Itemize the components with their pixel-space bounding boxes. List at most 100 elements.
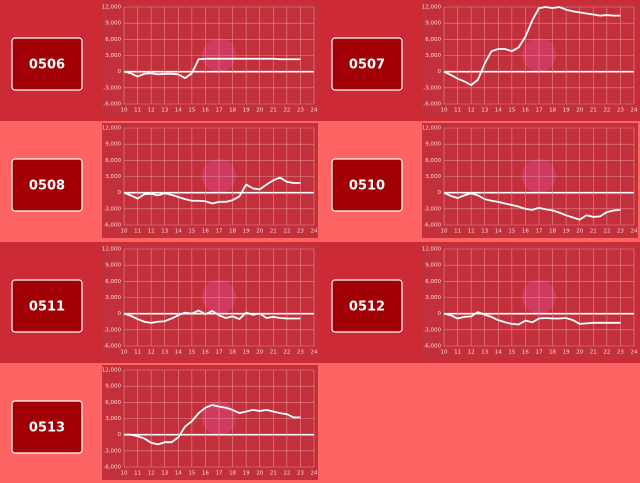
x-tick-label: 17 bbox=[536, 229, 543, 235]
x-tick-label: 11 bbox=[454, 350, 461, 356]
button[interactable] bbox=[11, 400, 83, 454]
x-tick-label: 18 bbox=[229, 350, 236, 356]
x-tick-label: 12 bbox=[468, 350, 475, 356]
x-tick-label: 19 bbox=[563, 108, 570, 114]
y-tick-label: 9,000 bbox=[105, 263, 121, 269]
button-label[interactable]: 0510 bbox=[349, 179, 385, 194]
x-tick-label: 13 bbox=[161, 108, 168, 114]
y-tick-label: 3,000 bbox=[425, 174, 441, 180]
y-tick-label: 6,000 bbox=[425, 37, 441, 43]
y-tick-label: -6,000 bbox=[103, 102, 121, 108]
x-tick-label: 16 bbox=[202, 471, 209, 477]
y-tick-label: 9,000 bbox=[425, 142, 441, 148]
x-tick-label: 21 bbox=[270, 350, 277, 356]
x-tick-label: 22 bbox=[603, 350, 610, 356]
plot-frame bbox=[422, 2, 638, 117]
x-tick-label: 24 bbox=[311, 229, 318, 235]
x-tick-label: 19 bbox=[563, 229, 570, 235]
button-label[interactable]: 0511 bbox=[29, 300, 65, 315]
x-tick-label: 18 bbox=[229, 229, 236, 235]
x-tick-label: 18 bbox=[549, 108, 556, 114]
x-tick-label: 16 bbox=[202, 229, 209, 235]
x-tick-label: 12 bbox=[148, 229, 155, 235]
x-tick-label: 10 bbox=[121, 471, 128, 477]
line bbox=[443, 191, 621, 221]
x-tick-label: 20 bbox=[576, 350, 583, 356]
y-tick-label: -6,000 bbox=[103, 465, 121, 471]
y-tick-label: 6,000 bbox=[105, 400, 121, 406]
x-tick-label: 13 bbox=[161, 229, 168, 235]
x-tick-label: 24 bbox=[311, 108, 318, 114]
x-tick-label: 11 bbox=[454, 229, 461, 235]
y-tick-label: -6,000 bbox=[103, 223, 121, 229]
x-tick-label: 23 bbox=[297, 471, 304, 477]
x-tick-label: 15 bbox=[188, 471, 195, 477]
y-tick-label: 12,000 bbox=[422, 126, 442, 132]
x-tick-label: 21 bbox=[270, 229, 277, 235]
x-tick-label: 23 bbox=[297, 350, 304, 356]
y-tick-label: 12,000 bbox=[422, 247, 442, 253]
x-tick-label: 22 bbox=[603, 229, 610, 235]
button-label[interactable]: 0512 bbox=[349, 300, 385, 315]
button-label[interactable]: 0507 bbox=[349, 58, 385, 73]
y-tick-label: 9,000 bbox=[105, 142, 121, 148]
button-label[interactable]: 0506 bbox=[29, 58, 65, 73]
y-tick-label: 12,000 bbox=[422, 5, 442, 11]
panel: 0512 12,000 9,000 6,000 3,000 0 -3,000 -6,00010… bbox=[320, 242, 640, 363]
button[interactable] bbox=[11, 158, 83, 212]
x-tick-label: 21 bbox=[270, 471, 277, 477]
y-tick-label: 6,000 bbox=[425, 279, 441, 285]
x-tick-label: 20 bbox=[576, 229, 583, 235]
button[interactable] bbox=[331, 37, 403, 91]
y-tick-label: 3,000 bbox=[105, 295, 121, 301]
x-tick-label: 11 bbox=[134, 471, 141, 477]
y-tick-label: 0 bbox=[438, 69, 442, 75]
button[interactable] bbox=[331, 279, 403, 333]
y-tick-label: 3,000 bbox=[105, 174, 121, 180]
x-tick-label: 23 bbox=[617, 108, 624, 114]
x-tick-label: 14 bbox=[175, 229, 182, 235]
x-tick-label: 13 bbox=[481, 108, 488, 114]
x-tick-label: 14 bbox=[175, 471, 182, 477]
x-tick-label: 13 bbox=[161, 471, 168, 477]
button-label[interactable]: 0508 bbox=[29, 179, 65, 194]
button[interactable] bbox=[11, 279, 83, 333]
y-tick-label: 3,000 bbox=[105, 416, 121, 422]
y-tick-label: 6,000 bbox=[425, 158, 441, 164]
x-tick-label: 17 bbox=[536, 350, 543, 356]
x-tick-label: 12 bbox=[148, 350, 155, 356]
x-tick-label: 15 bbox=[508, 108, 515, 114]
x-tick-label: 13 bbox=[481, 229, 488, 235]
x-tick-label: 12 bbox=[148, 471, 155, 477]
x-tick-label: 11 bbox=[134, 108, 141, 114]
x-tick-label: 14 bbox=[495, 108, 502, 114]
panel: 0513 12,000 9,000 6,000 3,000 0 -3,000 -6,00010… bbox=[0, 363, 320, 483]
y-tick-label: 9,000 bbox=[105, 21, 121, 27]
x-tick-label: 11 bbox=[454, 108, 461, 114]
y-tick-label: 6,000 bbox=[105, 279, 121, 285]
button-label[interactable]: 0513 bbox=[29, 421, 65, 436]
y-tick-label: 9,000 bbox=[105, 384, 121, 390]
x-tick-label: 21 bbox=[270, 108, 277, 114]
button[interactable] bbox=[331, 158, 403, 212]
x-tick-label: 24 bbox=[311, 471, 318, 477]
button[interactable] bbox=[11, 37, 83, 91]
x-tick-label: 12 bbox=[468, 229, 475, 235]
x-tick-label: 10 bbox=[441, 108, 448, 114]
x-tick-label: 15 bbox=[508, 229, 515, 235]
x-tick-label: 10 bbox=[441, 229, 448, 235]
y-tick-label: 12,000 bbox=[102, 247, 122, 253]
x-tick-label: 13 bbox=[481, 350, 488, 356]
y-tick-label: -3,000 bbox=[103, 85, 121, 91]
y-tick-label: 3,000 bbox=[425, 53, 441, 59]
x-tick-label: 22 bbox=[283, 471, 290, 477]
x-tick-label: 16 bbox=[522, 229, 529, 235]
x-tick-label: 20 bbox=[256, 108, 263, 114]
plot-frame bbox=[422, 244, 638, 359]
x-tick-label: 18 bbox=[549, 350, 556, 356]
x-tick-label: 22 bbox=[283, 108, 290, 114]
x-tick-label: 16 bbox=[522, 108, 529, 114]
x-tick-label: 10 bbox=[121, 229, 128, 235]
y-tick-label: -3,000 bbox=[103, 448, 121, 454]
x-tick-label: 24 bbox=[311, 350, 318, 356]
